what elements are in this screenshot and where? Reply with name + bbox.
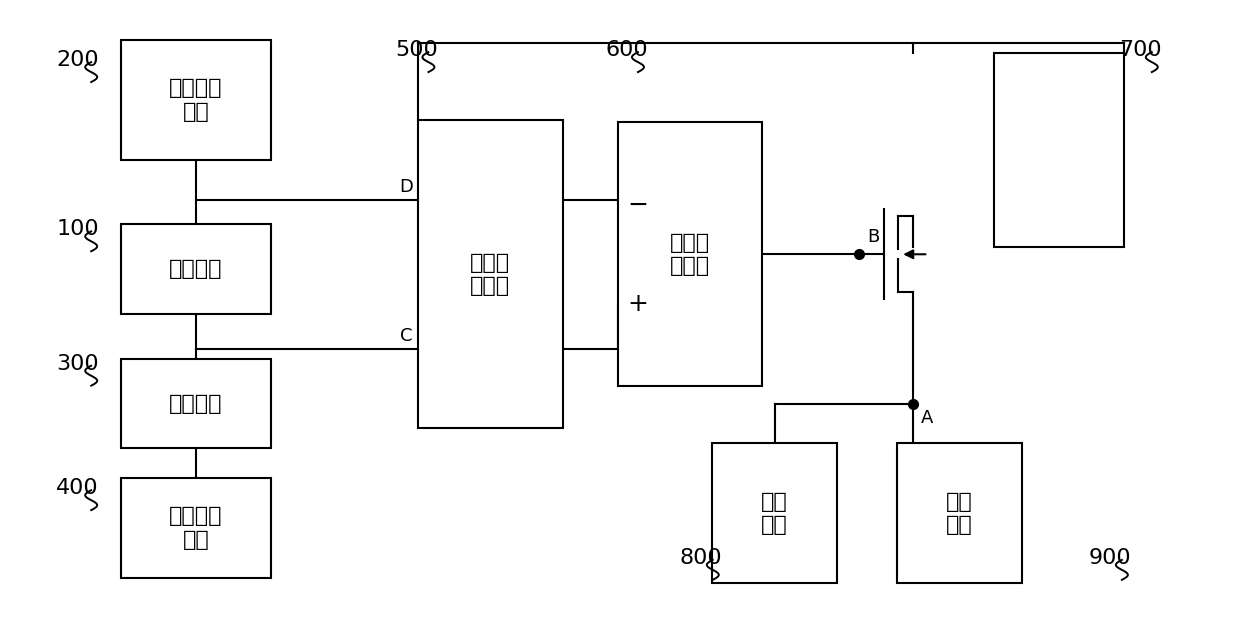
Bar <box>618 123 763 386</box>
Text: 开关电源
电路: 开关电源 电路 <box>169 506 223 550</box>
Text: D: D <box>399 177 413 196</box>
Text: −: − <box>627 192 649 216</box>
Text: 电压提供
单元: 电压提供 单元 <box>169 79 223 121</box>
Bar <box>122 478 270 578</box>
Text: 400: 400 <box>56 478 99 498</box>
Text: 800: 800 <box>680 548 723 568</box>
Text: C: C <box>401 327 413 345</box>
Text: 200: 200 <box>56 50 99 70</box>
Bar <box>994 53 1123 247</box>
Text: 开关选
择单元: 开关选 择单元 <box>470 253 511 296</box>
Text: 储能单元: 储能单元 <box>169 394 223 414</box>
Bar <box>122 40 270 160</box>
Text: 500: 500 <box>396 40 438 60</box>
Bar <box>418 120 563 428</box>
Text: 检测电阻: 检测电阻 <box>169 259 223 279</box>
Bar <box>712 443 837 583</box>
Text: B: B <box>868 228 879 247</box>
Text: 控制
单元: 控制 单元 <box>761 491 789 535</box>
Text: +: + <box>627 292 649 316</box>
Text: 100: 100 <box>56 220 99 239</box>
Text: 600: 600 <box>605 40 647 60</box>
Bar <box>122 359 270 448</box>
Bar <box>897 443 1022 583</box>
Text: 700: 700 <box>1118 40 1162 60</box>
Text: 比较放
大单元: 比较放 大单元 <box>670 233 711 276</box>
Text: 900: 900 <box>1089 548 1132 568</box>
Text: A: A <box>921 409 934 426</box>
Bar <box>122 225 270 314</box>
Text: 300: 300 <box>56 353 99 374</box>
Text: 反馈
单元: 反馈 单元 <box>946 491 972 535</box>
